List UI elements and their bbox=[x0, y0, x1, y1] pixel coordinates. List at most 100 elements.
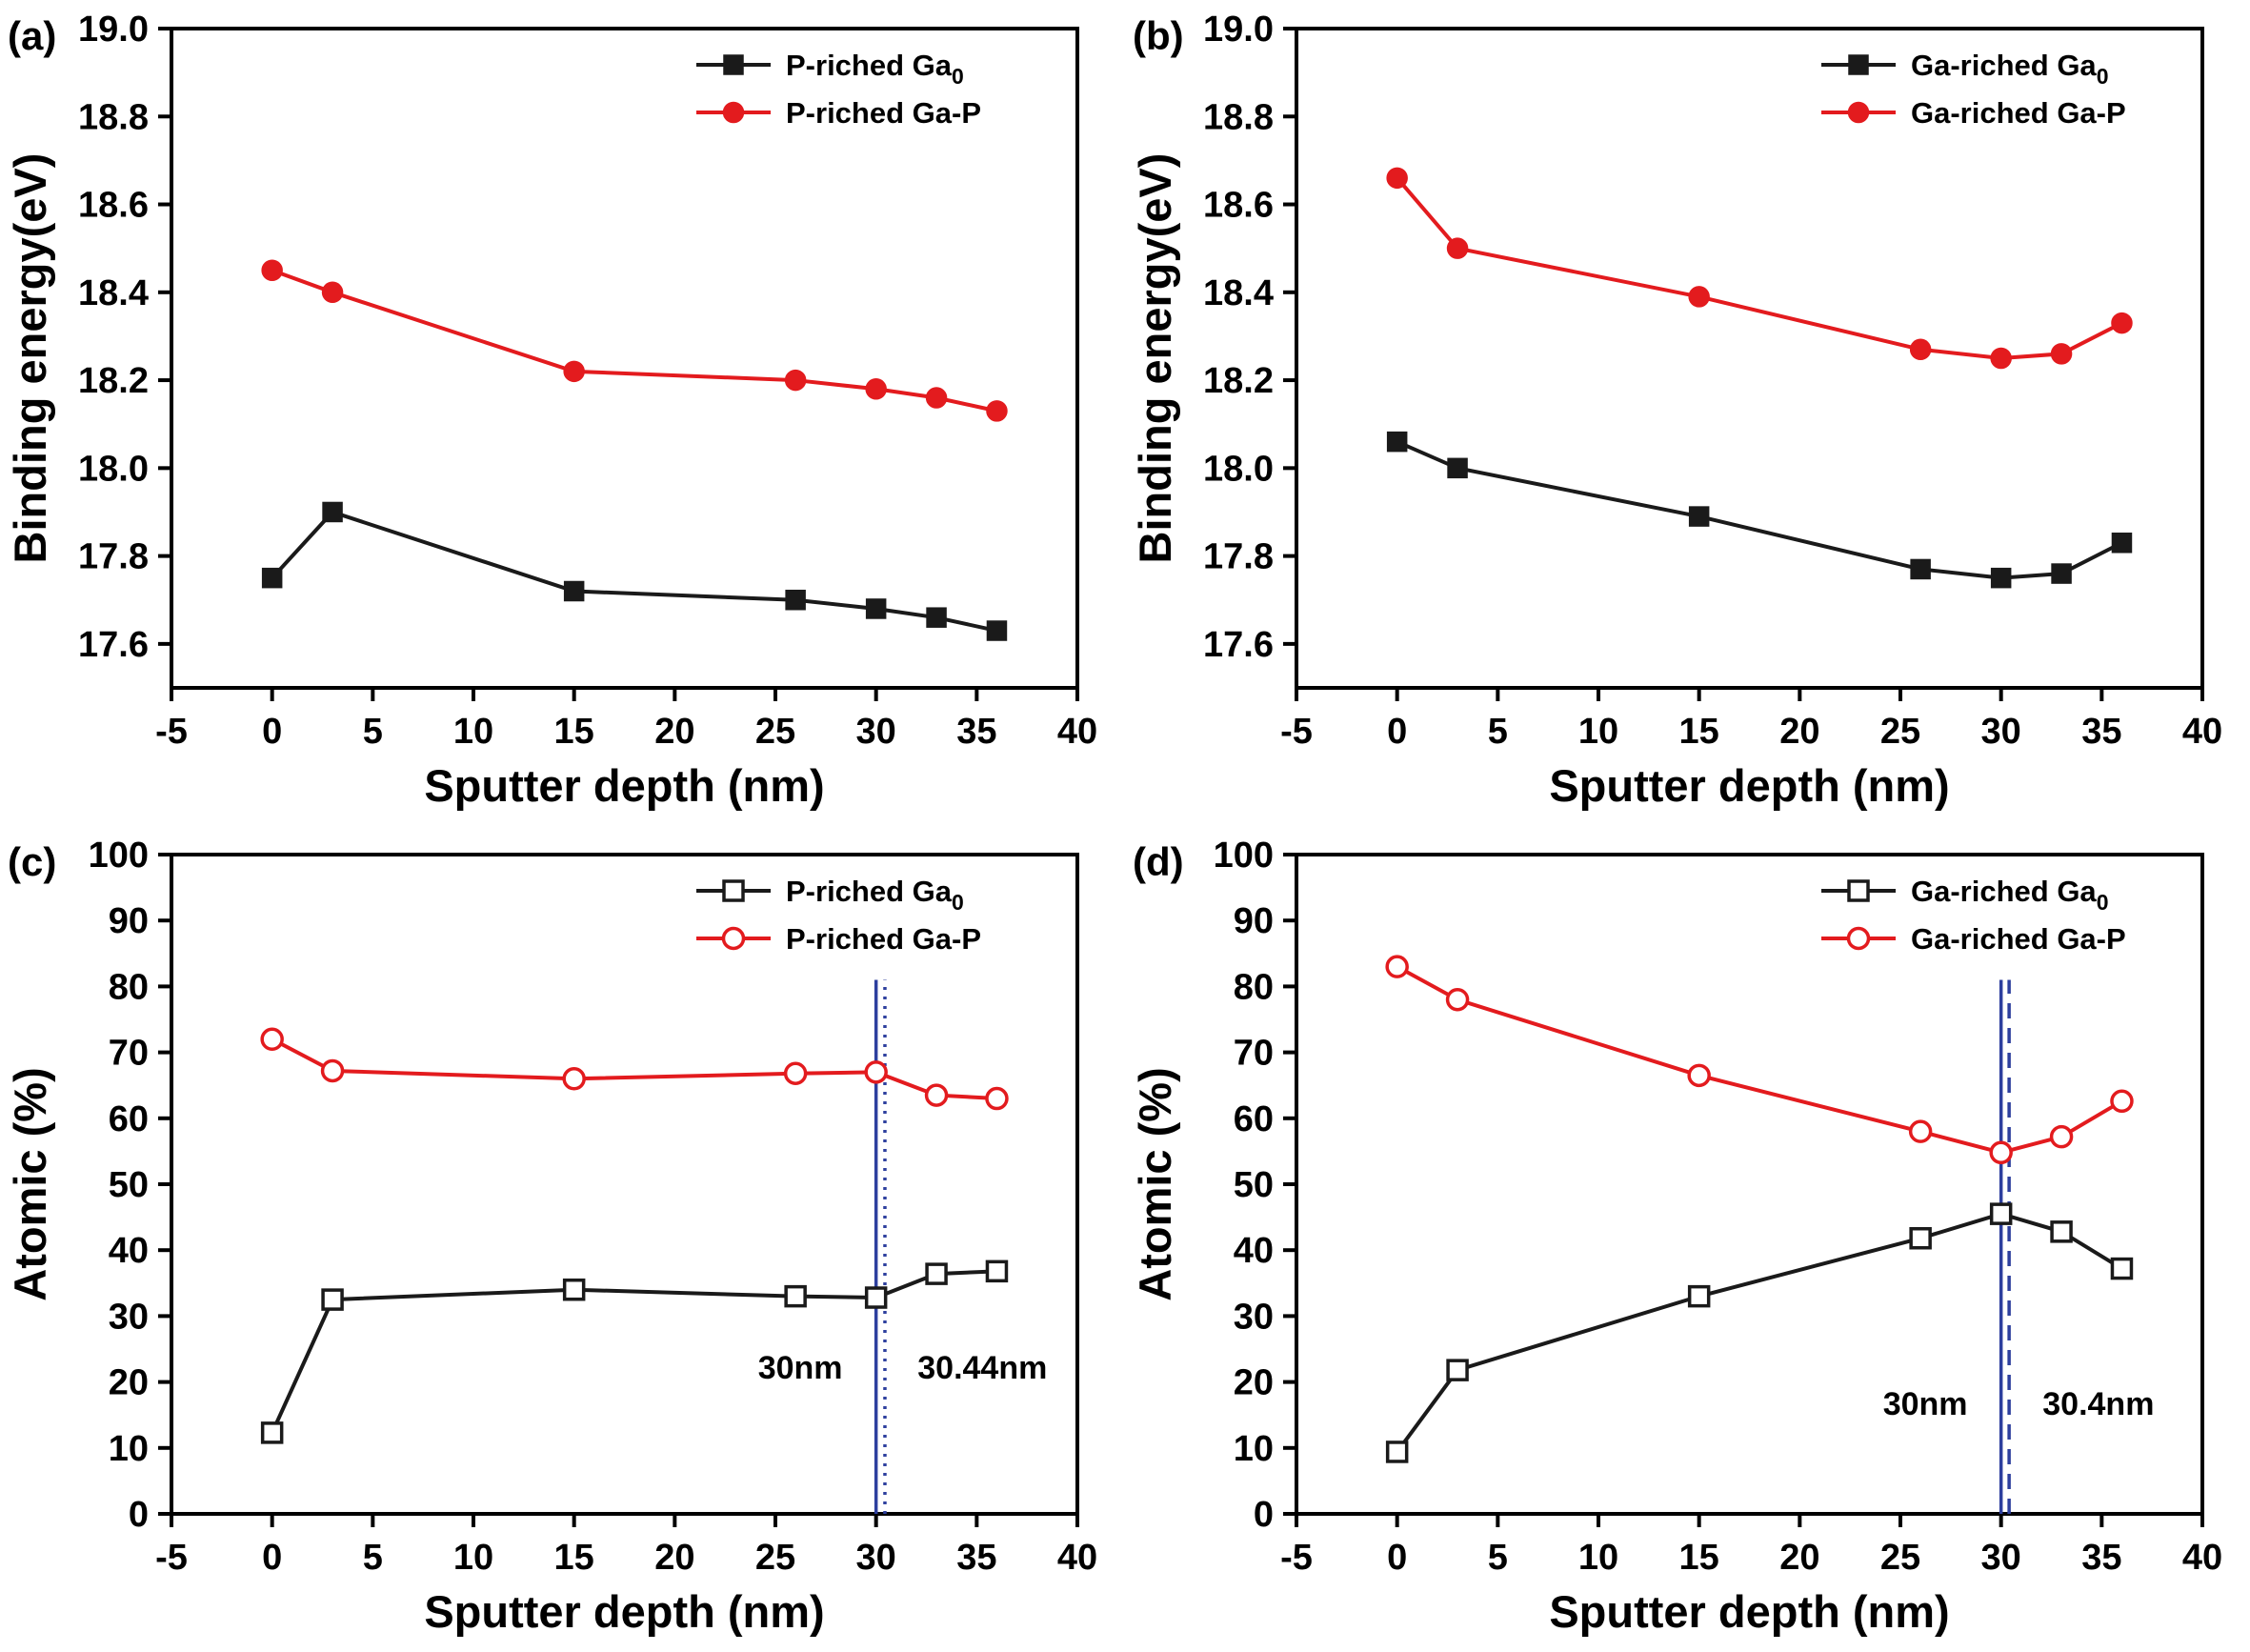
x-axis: -5 0 5 10 15 20 25 30 35 40 bbox=[1280, 688, 2222, 752]
legend-label: Ga-riched Ga-P bbox=[1911, 922, 2126, 956]
x-tick-label: 30 bbox=[856, 1538, 896, 1578]
x-tick-label: 35 bbox=[2081, 712, 2121, 752]
x-tick-label: 10 bbox=[1578, 712, 1618, 752]
series-Ga-riched Ga-P bbox=[1386, 167, 2133, 370]
marker-circle bbox=[925, 387, 948, 409]
y-tick-label: 60 bbox=[1234, 1099, 1274, 1139]
y-tick-label: 17.8 bbox=[78, 537, 149, 577]
marker-square bbox=[926, 607, 947, 628]
series-Ga-riched Ga-P bbox=[1385, 955, 2134, 1165]
legend: P-riched Ga0 P-riched Ga-P bbox=[696, 49, 981, 130]
series-line bbox=[1396, 439, 2123, 580]
y-tick-label: 17.6 bbox=[78, 625, 149, 665]
marker-circle bbox=[1846, 926, 1871, 951]
marker-circle bbox=[2050, 343, 2073, 365]
x-tick-label: 25 bbox=[1880, 712, 1920, 752]
series-line bbox=[1396, 1212, 2123, 1454]
y-axis: 0 10 20 30 40 50 60 70 80 90 100 bbox=[1214, 836, 1296, 1535]
series-line bbox=[1396, 176, 2123, 361]
x-tick-label: 40 bbox=[2182, 712, 2222, 752]
legend-label: Ga-riched Ga0 bbox=[1911, 875, 2108, 915]
x-axis: -5 0 5 10 15 20 25 30 35 40 bbox=[155, 1514, 1097, 1578]
legend-label: P-riched Ga-P bbox=[786, 96, 981, 130]
x-tick-label: 35 bbox=[2081, 1538, 2121, 1578]
y-tick-label: 19.0 bbox=[1203, 10, 1274, 50]
marker-circle bbox=[986, 400, 1008, 422]
marker-square bbox=[562, 1278, 586, 1301]
annotation: 30nm bbox=[758, 1350, 843, 1386]
series-P-riched Ga₀ bbox=[261, 501, 1008, 641]
annotation: 30.4nm bbox=[2042, 1386, 2154, 1422]
marker-square bbox=[1910, 558, 1931, 580]
y-axis-label: Atomic (%) bbox=[1130, 1067, 1180, 1300]
y-tick-label: 19.0 bbox=[78, 10, 149, 50]
marker-square bbox=[1847, 879, 1870, 902]
marker-square bbox=[1989, 1202, 2013, 1225]
marker-circle bbox=[1908, 1119, 1933, 1143]
chart-panel-d: -5 0 5 10 15 20 25 30 35 400102030405060708090100… bbox=[1125, 826, 2250, 1652]
marker-square bbox=[1909, 1226, 1932, 1250]
y-tick-label: 20 bbox=[1234, 1363, 1274, 1403]
legend-label: Ga-riched Ga0 bbox=[1911, 49, 2108, 89]
series-Ga-riched Ga₀ bbox=[1385, 1202, 2134, 1463]
marker-square bbox=[785, 589, 806, 611]
y-tick-label: 100 bbox=[1214, 836, 1274, 876]
x-tick-label: 20 bbox=[1779, 1538, 1819, 1578]
y-tick-label: 40 bbox=[109, 1231, 149, 1271]
x-tick-label: 15 bbox=[554, 712, 594, 752]
y-tick-label: 70 bbox=[1234, 1034, 1274, 1074]
x-tick-label: -5 bbox=[155, 712, 188, 752]
marker-square bbox=[1446, 1359, 1469, 1381]
y-tick-label: 20 bbox=[109, 1363, 149, 1403]
chart-panel-a: -5 0 5 10 15 20 25 30 35 40 17.6 17.8 18.0 18.2 18.4 18… bbox=[0, 0, 1125, 826]
series-Ga-riched Ga₀ bbox=[1386, 431, 2133, 589]
y-tick-label: 10 bbox=[1234, 1429, 1274, 1469]
series-P-riched Ga₀ bbox=[260, 1259, 1009, 1444]
marker-circle bbox=[1385, 955, 1409, 978]
chart-panel-c: -5 0 5 10 15 20 25 30 35 400102030405060708090100… bbox=[0, 826, 1125, 1652]
marker-square bbox=[1385, 1440, 1409, 1463]
annotation: 30nm bbox=[1883, 1386, 1968, 1422]
y-tick-label: 18.6 bbox=[1203, 186, 1274, 226]
marker-square bbox=[986, 620, 1008, 641]
annotation: 30.44nm bbox=[917, 1350, 1047, 1386]
marker-circle bbox=[1688, 286, 1710, 308]
y-tick-label: 0 bbox=[1254, 1495, 1274, 1535]
marker-square bbox=[2050, 1220, 2073, 1243]
legend: Ga-riched Ga0 Ga-riched Ga-P bbox=[1821, 875, 2126, 956]
marker-circle bbox=[1445, 987, 1470, 1012]
marker-circle bbox=[1909, 338, 1932, 361]
marker-square bbox=[1386, 431, 1408, 453]
x-tick-label: 15 bbox=[1679, 1538, 1719, 1578]
panel-label: (c) bbox=[8, 839, 56, 884]
y-tick-label: 30 bbox=[109, 1297, 149, 1337]
marker-circle bbox=[1989, 1140, 2013, 1165]
y-tick-label: 80 bbox=[1234, 967, 1274, 1007]
x-tick-label: 30 bbox=[1981, 1538, 2021, 1578]
y-tick-label: 90 bbox=[109, 901, 149, 941]
y-axis: 17.6 17.8 18.0 18.2 18.4 18.6 18.8 19.0 bbox=[78, 10, 171, 665]
chart-panel-b: -5 0 5 10 15 20 25 30 35 40 17.6 17.8 18.0 18.2 18.4 18… bbox=[1125, 0, 2250, 826]
marker-circle bbox=[924, 1083, 949, 1107]
x-tick-label: 10 bbox=[453, 1538, 493, 1578]
marker-square bbox=[865, 598, 887, 619]
x-axis-label: Sputter depth (nm) bbox=[424, 760, 824, 811]
x-tick-label: 40 bbox=[2182, 1538, 2222, 1578]
y-tick-label: 18.0 bbox=[78, 449, 149, 489]
marker-square bbox=[2051, 563, 2072, 584]
x-tick-label: 5 bbox=[1488, 712, 1508, 752]
x-tick-label: 30 bbox=[1981, 712, 2021, 752]
series-P-riched Ga-P bbox=[260, 1027, 1009, 1111]
y-tick-label: 80 bbox=[109, 967, 149, 1007]
x-tick-label: 30 bbox=[856, 712, 896, 752]
legend-label: P-riched Ga0 bbox=[786, 49, 964, 89]
x-tick-label: 0 bbox=[1387, 1538, 1407, 1578]
x-tick-label: 0 bbox=[262, 712, 282, 752]
marker-square bbox=[322, 501, 343, 523]
x-tick-label: 0 bbox=[262, 1538, 282, 1578]
x-tick-label: -5 bbox=[1280, 712, 1313, 752]
marker-circle bbox=[2111, 312, 2133, 334]
marker-square bbox=[784, 1284, 807, 1308]
legend-label: P-riched Ga-P bbox=[786, 922, 981, 956]
